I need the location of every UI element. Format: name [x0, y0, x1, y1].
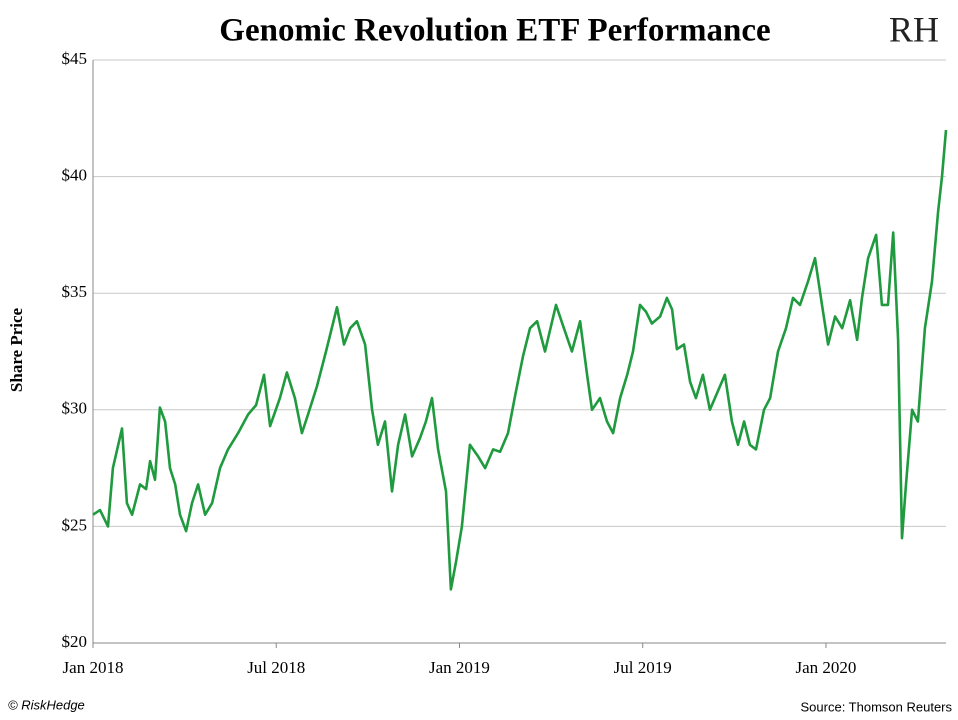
x-tick-label: Jul 2018 [247, 658, 305, 677]
x-tick-label: Jul 2019 [614, 658, 672, 677]
y-axis-label: Share Price [7, 307, 26, 392]
x-tick-label: Jan 2019 [429, 658, 490, 677]
source: Source: Thomson Reuters [801, 699, 953, 714]
y-tick-label: $20 [62, 632, 88, 651]
chart-title: Genomic Revolution ETF Performance [219, 13, 770, 49]
y-tick-label: $40 [62, 166, 88, 185]
price-line [92, 129, 948, 591]
y-tick-label: $30 [62, 399, 88, 418]
y-tick-label: $35 [62, 282, 88, 301]
credit: © RiskHedge [8, 697, 85, 712]
x-tick-label: Jan 2018 [63, 658, 124, 677]
logo: RH [889, 9, 939, 49]
y-tick-label: $45 [62, 49, 88, 68]
x-tick-label: Jan 2020 [796, 658, 857, 677]
y-tick-label: $25 [62, 515, 88, 534]
